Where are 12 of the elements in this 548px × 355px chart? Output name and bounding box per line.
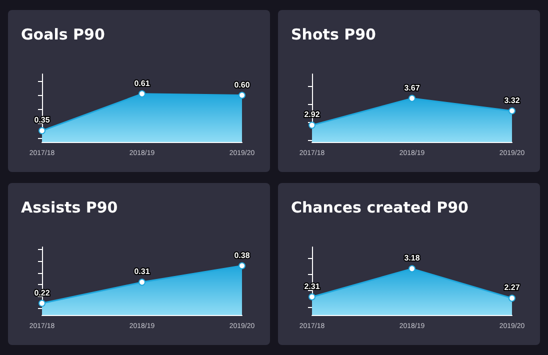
data-label: 2.27: [504, 283, 520, 292]
chart-title: Chances created P90: [291, 198, 468, 216]
chart-title: Goals P90: [21, 26, 105, 44]
chart-title: Assists P90: [21, 198, 118, 216]
chart-title: Shots P90: [291, 26, 376, 44]
data-label: 0.60: [234, 80, 250, 90]
data-label: 0.61: [134, 78, 150, 88]
data-label: 0.38: [234, 250, 250, 260]
data-label: 3.18: [404, 254, 420, 263]
data-label: 3.67: [404, 83, 420, 92]
data-label: 3.32: [504, 96, 520, 105]
data-label: 0.31: [134, 267, 150, 276]
